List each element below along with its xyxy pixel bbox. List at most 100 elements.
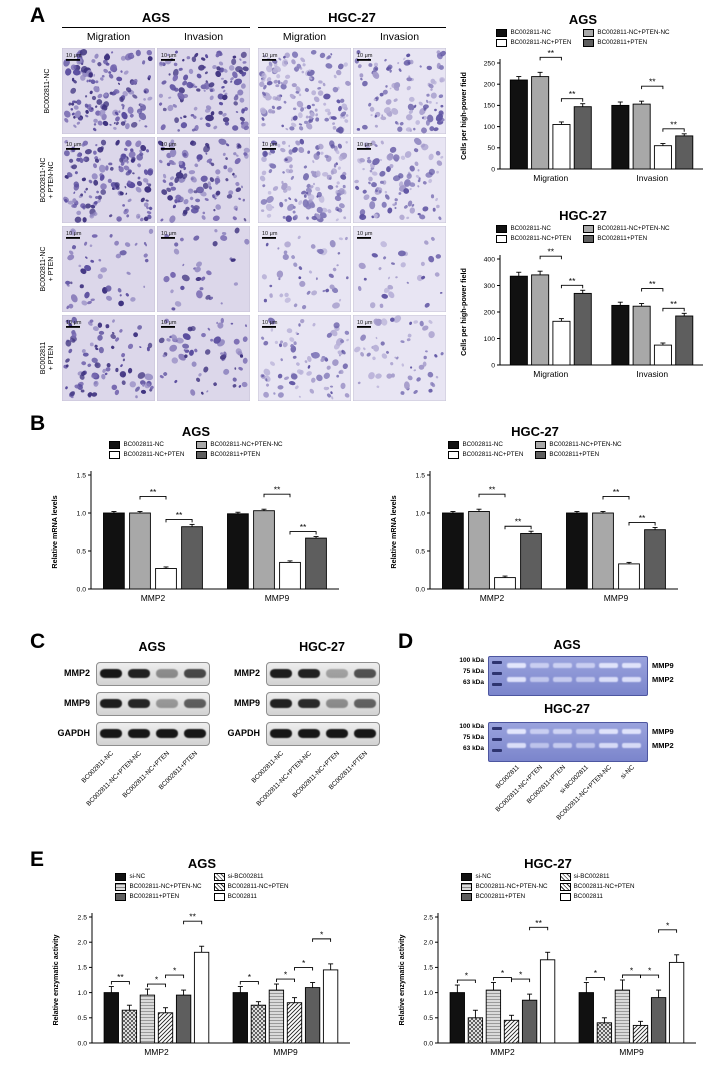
scale-bar-label: 10 μm xyxy=(262,53,278,59)
significance-bracket xyxy=(560,98,584,102)
significance-bracket xyxy=(289,531,317,535)
y-tick-label: 1.5 xyxy=(77,965,87,972)
scale-bar-label: 10 μm xyxy=(66,231,82,237)
legend-swatch xyxy=(535,440,547,449)
significance-bracket xyxy=(146,983,166,988)
marker-label: 63 kDa xyxy=(463,679,484,686)
y-tick-label: 0.5 xyxy=(423,1015,433,1022)
scale-bar xyxy=(161,237,175,239)
legend-label: BC002811-NC+PTEN-NC xyxy=(597,225,670,232)
chart-a-ags: AGS BC002811-NC BC002811-NC+PTEN-NC BC00281… xyxy=(452,12,714,189)
marker-label: 100 kDa xyxy=(459,723,484,730)
legend-item: BC002811-NC xyxy=(496,224,571,233)
ladder-band xyxy=(492,672,502,675)
gel-band xyxy=(553,663,572,668)
bar xyxy=(632,305,651,366)
significance-bracket xyxy=(602,496,629,500)
x-category-label: Migration xyxy=(533,369,568,379)
significance-label: * xyxy=(629,966,633,976)
protein-band xyxy=(184,669,206,678)
legend-item: BC002811-NC+PTEN xyxy=(109,450,184,459)
significance-bracket xyxy=(510,978,530,983)
y-axis-label: Relative enzymatic activity xyxy=(397,934,406,1025)
zymography-gel xyxy=(488,656,648,696)
panel-a-row-label: BC002811-NC + PTEN-NC xyxy=(36,137,60,223)
y-tick-label: 0.0 xyxy=(77,1040,87,1047)
legend-label: BC002811-NC+PTEN xyxy=(227,883,289,890)
scale-bar-label: 10 μm xyxy=(357,231,373,237)
panel-c-hgc27-blots: HGC-27 MMP2 MMP9 GAPDH BC002811-NC BC002811-… xyxy=(224,640,396,860)
protein-band xyxy=(156,699,178,708)
gel-band xyxy=(507,677,526,682)
scale-bar-label: 10 μm xyxy=(262,320,278,326)
significance-label: * xyxy=(464,971,468,981)
scale-bar xyxy=(357,59,371,61)
y-tick-label: 2.0 xyxy=(77,940,87,947)
bar xyxy=(322,969,338,1044)
y-tick-label: 200 xyxy=(484,82,496,89)
legend-item: BC002811-NC xyxy=(496,28,571,37)
legend-item: BC002811+PTEN xyxy=(461,892,547,901)
y-tick-label: 2.0 xyxy=(423,940,433,947)
significance-bracket xyxy=(560,284,584,289)
bar-chart-plot: 0.0 0.5 1.0 1.5 Relative mRNA levels MMP2 MMP9… xyxy=(50,471,339,603)
x-category-label: Migration xyxy=(533,173,568,183)
scale-bar xyxy=(357,237,371,239)
ladder-band xyxy=(492,738,502,741)
x-category-label: MMP9 xyxy=(619,1047,644,1057)
legend-label: BC002811-NC xyxy=(123,441,164,448)
gel-title-ags: AGS xyxy=(553,638,581,652)
significance-label: * xyxy=(647,966,651,976)
legend-item: si-NC xyxy=(115,872,201,881)
transwell-image: 10 μm xyxy=(157,137,250,223)
transwell-image: 10 μm xyxy=(157,48,250,134)
chart-b-ags: AGS BC002811-NC BC002811-NC+PTEN-NC BC00281… xyxy=(46,424,346,609)
gel-band xyxy=(622,663,641,668)
protein-band xyxy=(270,669,292,678)
legend-item: BC002811+PTEN xyxy=(535,450,621,459)
blot-row-label: MMP9 xyxy=(63,698,90,708)
gel-band xyxy=(530,677,549,682)
protein-band xyxy=(128,729,150,738)
panel-a-row-label-text: BC002811-NC xyxy=(44,68,51,114)
bar xyxy=(650,997,666,1044)
bar xyxy=(449,992,465,1044)
bar xyxy=(611,304,630,366)
bar xyxy=(643,529,666,590)
protein-band xyxy=(156,729,178,738)
protein-band xyxy=(270,699,292,708)
bar xyxy=(531,76,550,170)
bar xyxy=(485,989,501,1044)
significance-label: * xyxy=(154,975,158,985)
bar xyxy=(675,315,694,366)
significance-bracket xyxy=(641,85,664,90)
y-axis-label: Cells per high-power field xyxy=(459,268,468,356)
significance-bracket xyxy=(239,981,259,985)
y-tick-label: 200 xyxy=(484,309,496,316)
transwell-image: 10 μm xyxy=(62,315,155,401)
scale-bar-label: 10 μm xyxy=(262,142,278,148)
scale-bar-label: 10 μm xyxy=(66,142,82,148)
blot-row-label: MMP9 xyxy=(233,698,260,708)
legend-label: BC002811-NC+PTEN-NC xyxy=(475,883,548,890)
gel-band xyxy=(507,663,526,668)
protein-band xyxy=(100,729,122,738)
y-tick-label: 250 xyxy=(484,60,496,67)
significance-label: ** xyxy=(175,510,182,520)
legend-swatch xyxy=(213,872,225,881)
panel-c-label: C xyxy=(30,630,46,653)
significance-label: ** xyxy=(670,299,677,309)
protein-band xyxy=(326,699,348,708)
chart-legend: BC002811-NC BC002811-NC+PTEN-NC BC002811-N… xyxy=(452,28,714,47)
protein-band xyxy=(184,699,206,708)
blot-image xyxy=(96,662,210,686)
legend-swatch xyxy=(461,872,473,881)
bar xyxy=(539,959,555,1044)
legend-label: BC002811-NC xyxy=(510,225,551,232)
chart-legend: BC002811-NC BC002811-NC+PTEN-NC BC002811-N… xyxy=(452,224,714,243)
scale-bar-label: 10 μm xyxy=(161,320,177,326)
legend-item: BC002811-NC xyxy=(448,440,523,449)
y-axis-label: Relative enzymatic activity xyxy=(51,934,60,1025)
x-category-label: MMP9 xyxy=(273,1047,298,1057)
significance-label: ** xyxy=(299,522,306,532)
